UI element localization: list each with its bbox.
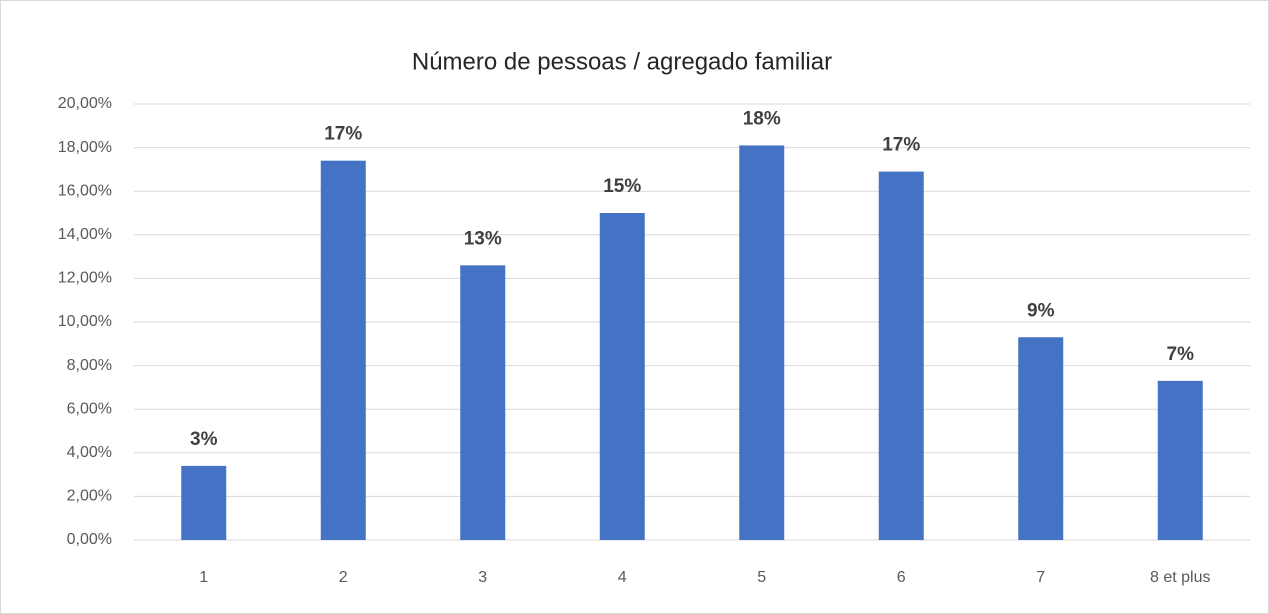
y-tick-label: 8,00% (67, 357, 112, 374)
bar (1157, 380, 1203, 540)
x-tick-label: 2 (339, 569, 348, 586)
y-tick-label: 0,00% (67, 531, 112, 548)
data-label: 3% (190, 429, 218, 450)
x-tick-label: 3 (478, 569, 487, 586)
bar (739, 145, 785, 541)
y-tick-label: 12,00% (58, 270, 112, 287)
chart-title: Número de pessoas / agregado familiar (412, 48, 832, 75)
bar (320, 160, 366, 540)
y-tick-label: 18,00% (58, 139, 112, 156)
x-tick-label: 8 et plus (1150, 569, 1210, 586)
x-tick-label: 4 (618, 569, 627, 586)
y-tick-label: 10,00% (58, 313, 112, 330)
x-tick-label: 1 (199, 569, 208, 586)
y-tick-label: 4,00% (67, 444, 112, 461)
x-tick-label: 5 (757, 569, 766, 586)
bar (878, 171, 924, 540)
bar (181, 465, 227, 540)
data-label: 17% (324, 124, 362, 145)
bar (1018, 337, 1064, 540)
data-label: 9% (1027, 300, 1055, 321)
x-tick-label: 7 (1036, 569, 1045, 586)
y-tick-label: 16,00% (58, 182, 112, 199)
bar (460, 265, 506, 540)
y-tick-label: 2,00% (67, 488, 112, 505)
y-tick-label: 14,00% (58, 226, 112, 243)
y-tick-label: 20,00% (58, 95, 112, 112)
data-label: 15% (603, 176, 641, 197)
data-label: 7% (1167, 344, 1195, 365)
y-tick-label: 6,00% (67, 400, 112, 417)
data-label: 17% (882, 135, 920, 156)
bar (599, 213, 645, 540)
data-label: 13% (464, 228, 502, 249)
x-tick-label: 6 (897, 569, 906, 586)
data-label: 18% (743, 108, 781, 129)
